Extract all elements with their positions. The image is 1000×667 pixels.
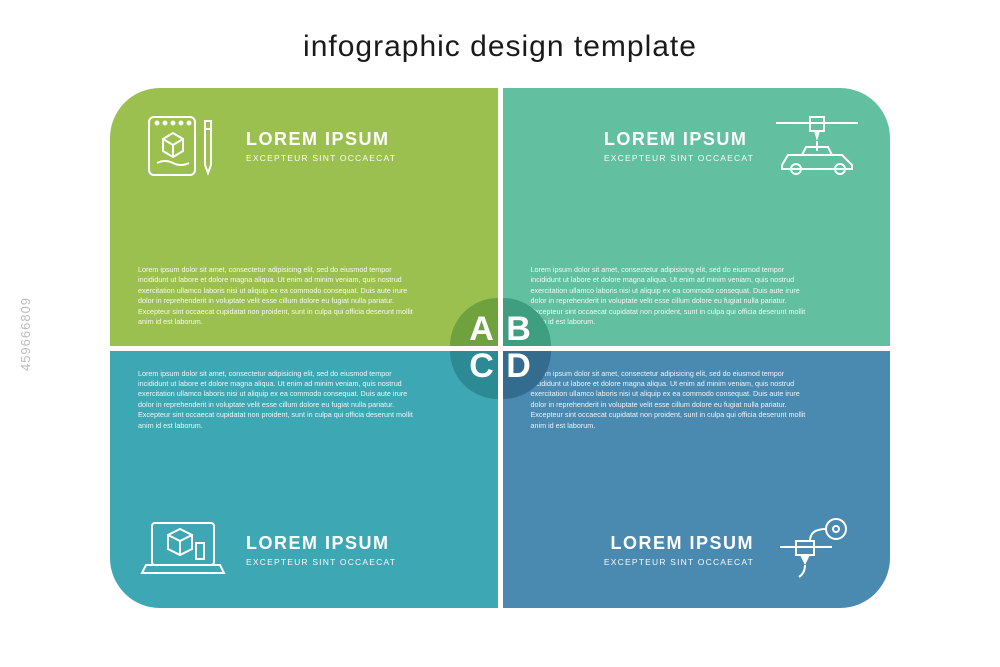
card-a: LOREM IPSUM EXCEPTEUR SINT OCCAECAT Lore… xyxy=(110,88,498,346)
card-b-body: Lorem ipsum dolor sit amet, consectetur … xyxy=(531,265,811,328)
watermark-id: 459666809 xyxy=(18,296,33,370)
badge-a: A xyxy=(450,298,498,346)
badge-c-letter: C xyxy=(469,351,494,387)
infographic-grid: LOREM IPSUM EXCEPTEUR SINT OCCAECAT Lore… xyxy=(110,88,890,608)
card-d-subtitle: EXCEPTEUR SINT OCCAECAT xyxy=(604,557,754,567)
printer-spool-icon xyxy=(772,514,862,586)
card-d-body: Lorem ipsum dolor sit amet, consectetur … xyxy=(531,369,811,432)
sketch-notepad-icon xyxy=(138,110,228,182)
card-d-header: LOREM IPSUM EXCEPTEUR SINT OCCAECAT xyxy=(604,514,862,586)
card-b-title: LOREM IPSUM xyxy=(604,129,754,150)
card-c-subtitle: EXCEPTEUR SINT OCCAECAT xyxy=(246,557,396,567)
badge-a-letter: A xyxy=(469,310,494,346)
card-b-subtitle: EXCEPTEUR SINT OCCAECAT xyxy=(604,153,754,163)
card-d: Lorem ipsum dolor sit amet, consectetur … xyxy=(503,351,891,609)
page-title: infographic design template xyxy=(303,30,697,64)
card-c-title: LOREM IPSUM xyxy=(246,533,396,554)
card-a-header: LOREM IPSUM EXCEPTEUR SINT OCCAECAT xyxy=(138,110,396,182)
badge-b-letter: B xyxy=(506,310,531,346)
badge-d-letter: D xyxy=(506,351,531,387)
card-a-body: Lorem ipsum dolor sit amet, consectetur … xyxy=(138,265,418,328)
laptop-3d-icon xyxy=(138,514,228,586)
card-b: LOREM IPSUM EXCEPTEUR SINT OCCAECAT Lore… xyxy=(503,88,891,346)
card-a-subtitle: EXCEPTEUR SINT OCCAECAT xyxy=(246,153,396,163)
card-c-header: LOREM IPSUM EXCEPTEUR SINT OCCAECAT xyxy=(138,514,396,586)
3d-print-car-icon xyxy=(772,110,862,182)
card-c-body: Lorem ipsum dolor sit amet, consectetur … xyxy=(138,369,418,432)
card-d-title: LOREM IPSUM xyxy=(604,533,754,554)
card-b-header: LOREM IPSUM EXCEPTEUR SINT OCCAECAT xyxy=(604,110,862,182)
card-a-title: LOREM IPSUM xyxy=(246,129,396,150)
card-c: Lorem ipsum dolor sit amet, consectetur … xyxy=(110,351,498,609)
badge-c: C xyxy=(450,351,498,399)
